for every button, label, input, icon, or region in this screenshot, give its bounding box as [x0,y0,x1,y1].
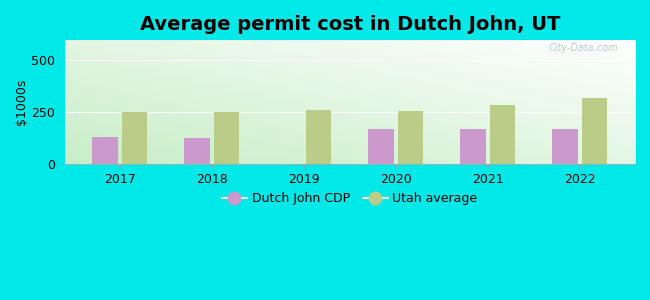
Bar [306,110,332,164]
Bar [214,112,239,164]
Bar [489,105,515,164]
Bar [582,98,607,164]
Title: Average permit cost in Dutch John, UT: Average permit cost in Dutch John, UT [140,15,560,34]
Bar [184,138,210,164]
Bar [122,112,148,164]
Text: City-Data.com: City-Data.com [548,44,618,53]
Bar [398,111,423,164]
Bar [368,129,394,164]
Bar [460,128,486,164]
Legend: Dutch John CDP, Utah average: Dutch John CDP, Utah average [217,187,482,210]
Bar [552,129,578,164]
Bar [92,137,118,164]
Y-axis label: $1000s: $1000s [15,79,28,125]
